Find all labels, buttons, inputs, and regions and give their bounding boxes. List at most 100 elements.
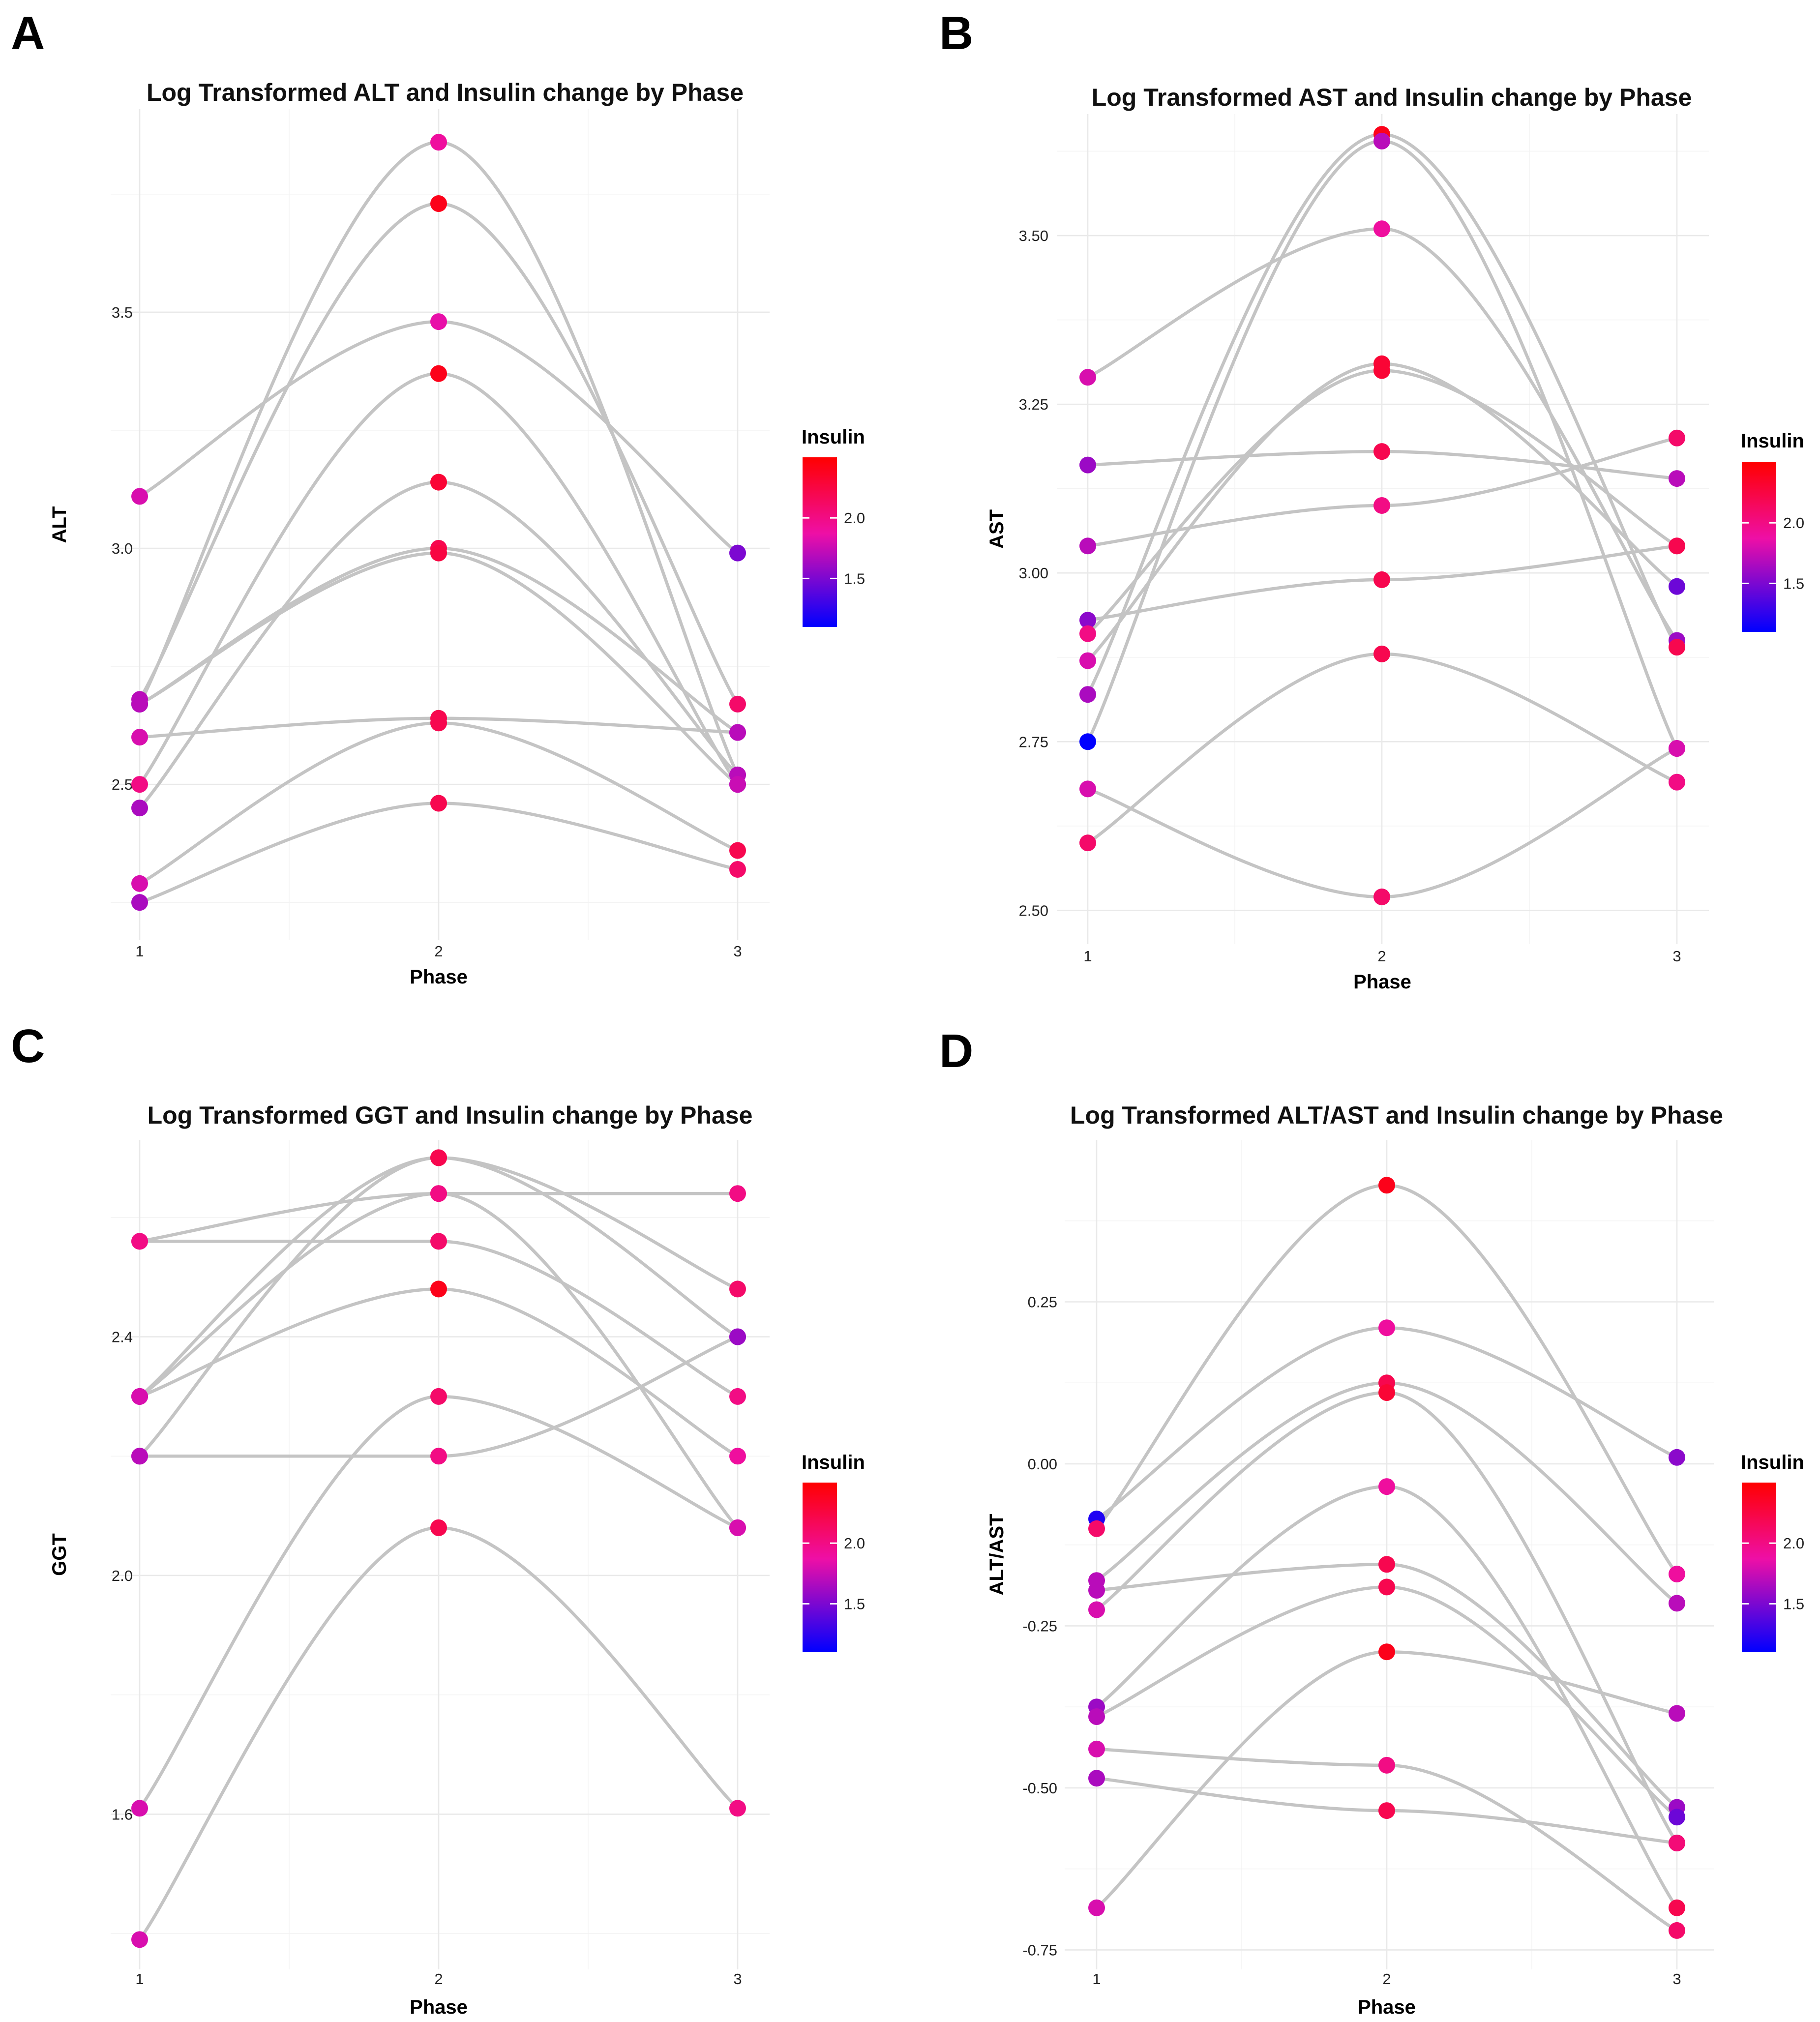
data-point [430,1149,447,1166]
data-point [131,1388,148,1405]
insulin-legend: Insulin 2.0 1.5 [1741,1452,1804,1652]
data-point [1669,578,1685,595]
legend-title: Insulin [1741,1452,1804,1473]
panel-a: 3.5 3.0 2.5 1 2 3 A Log Transformed ALT and Ins… [11,7,865,988]
data-point [1669,1566,1685,1583]
x-tick-label: 2 [1382,1970,1391,1988]
data-point [131,1233,148,1250]
data-point [1088,1708,1105,1725]
data-point [1373,355,1390,372]
data-point [1378,1578,1395,1596]
insulin-legend: Insulin 2.0 1.5 [1741,430,1804,632]
legend-colorbar [1742,1483,1776,1652]
data-point [430,134,447,151]
legend-title: Insulin [1741,430,1804,452]
data-point [729,544,746,562]
data-point [729,1185,746,1202]
data-point [1079,733,1096,750]
insulin-legend: Insulin 2.0 1.5 [802,1452,865,1652]
legend-tick-label: 2.0 [1783,1535,1804,1552]
data-point [1373,888,1390,905]
data-point [1088,1581,1105,1599]
data-point [131,800,148,817]
data-point [1079,834,1096,852]
data-point [1373,132,1390,149]
data-point [1378,1556,1395,1573]
data-point [1079,456,1096,474]
data-point [430,1388,447,1405]
x-tick-label: 1 [1092,1970,1101,1988]
y-tick-label: 2.5 [112,776,133,793]
x-axis-title: Phase [1358,1996,1416,2018]
y-tick-label: 0.25 [1028,1293,1057,1310]
x-tick-label: 1 [1083,948,1092,965]
x-axis-title: Phase [410,1996,468,2018]
legend-tick-label: 2.0 [844,1535,865,1552]
data-point [430,795,447,812]
data-point [1669,1834,1685,1851]
data-point [430,474,447,491]
data-point [1079,612,1096,629]
y-tick-label: 2.50 [1019,902,1048,919]
data-point [729,842,746,859]
data-point [1079,369,1096,386]
trajectory-line-4 [1095,1563,1679,1809]
y-tick-label: 2.4 [112,1329,133,1346]
x-tick-label: 3 [1672,948,1681,965]
panel-d: 0.25 0.00 -0.25 -0.50 -0.75 1 2 3 D Log Transform… [939,1025,1804,2018]
data-point [430,714,447,732]
data-point [430,365,447,382]
x-tick-label: 3 [733,943,742,960]
data-point [729,1800,746,1817]
data-point [1378,1177,1395,1194]
x-tick-label: 1 [135,1970,144,1988]
x-tick-label: 3 [733,1970,742,1988]
data-point [729,861,746,878]
panel-letter: C [11,1020,45,1072]
insulin-legend: Insulin 2.0 1.5 [802,426,865,627]
x-tick-label: 2 [434,943,443,960]
trajectory-line-10 [1095,1650,1679,1910]
y-tick-label: -0.50 [1022,1780,1057,1797]
y-tick-label: 3.5 [112,304,133,321]
trajectory-line-8 [138,1395,740,1810]
legend-colorbar [803,457,837,627]
y-tick-label: 2.0 [112,1567,133,1584]
data-point [430,1519,447,1536]
data-point [1669,1595,1685,1612]
legend-tick-label: 1.5 [844,1595,865,1612]
y-tick-label: -0.75 [1022,1941,1057,1959]
data-point [1669,773,1685,791]
data-point [1669,740,1685,757]
data-point [131,875,148,892]
chart-title: Log Transformed GGT and Insulin change b… [148,1101,753,1129]
x-tick-label: 3 [1672,1970,1681,1988]
legend-tick-label: 1.5 [844,570,865,587]
data-point [131,894,148,911]
y-tick-label: 1.6 [112,1806,133,1823]
data-point [1669,1705,1685,1722]
data-point [430,1233,447,1250]
x-tick-label: 2 [1377,948,1386,965]
data-point [430,195,447,212]
data-point [1378,1802,1395,1819]
data-point [729,776,746,793]
data-point [1669,639,1685,656]
data-point [1373,571,1390,588]
data-point [131,1800,148,1817]
panel-letter: A [11,7,45,59]
data-point [430,1185,447,1202]
panel-letter: D [939,1025,973,1077]
trajectory-line-5 [1095,1391,1679,1845]
y-axis-title: GGT [49,1533,70,1576]
panel-letter: B [939,7,973,59]
data-point [1079,625,1096,642]
x-tick-label: 2 [434,1970,443,1988]
data-point [1669,537,1685,555]
y-tick-label: -0.25 [1022,1617,1057,1635]
data-point [430,544,447,562]
data-point [1378,1643,1395,1661]
legend-colorbar [803,1483,837,1652]
data-point [729,1328,746,1345]
